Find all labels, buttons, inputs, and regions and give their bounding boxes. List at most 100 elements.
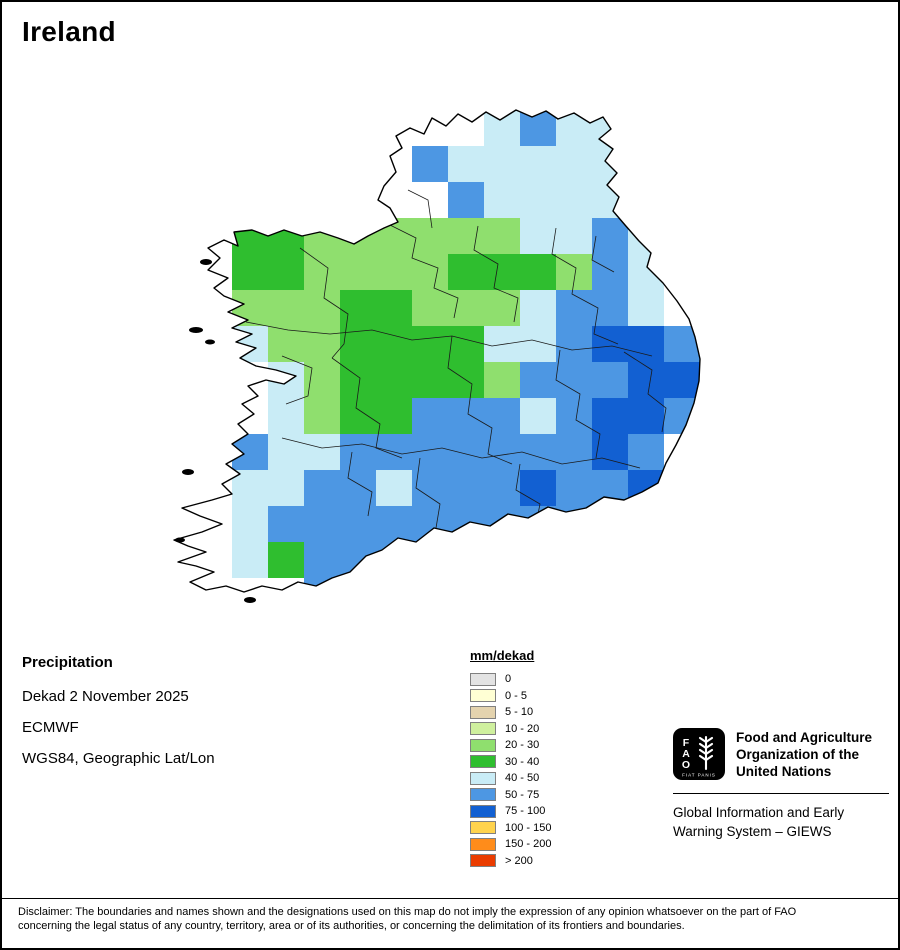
raster-cell — [556, 470, 592, 506]
disclaimer-line: Disclaimer: The boundaries and names sho… — [18, 906, 797, 918]
raster-cell — [448, 398, 484, 434]
legend-label: 0 — [505, 673, 512, 686]
raster-cell — [664, 398, 700, 434]
legend-label: 100 - 150 — [505, 821, 552, 834]
legend-label: 30 - 40 — [505, 755, 540, 768]
raster-cell — [520, 218, 556, 254]
raster-cell — [592, 326, 628, 362]
raster-cell — [556, 362, 592, 398]
raster-cell — [592, 146, 628, 182]
giews-line: Global Information and Early — [673, 805, 845, 820]
raster-cell — [376, 578, 412, 592]
raster-cell — [412, 362, 448, 398]
raster-cell — [304, 542, 340, 578]
legend-label: 0 - 5 — [505, 689, 528, 702]
raster-cell — [268, 362, 304, 398]
raster-cell — [484, 470, 520, 506]
raster-cell — [376, 470, 412, 506]
legend-swatch — [470, 738, 496, 752]
raster-cell — [556, 218, 592, 254]
raster-cell — [448, 254, 484, 290]
raster-cell — [484, 182, 520, 218]
legend-title: mm/dekad — [470, 648, 535, 663]
dekad-label: Dekad 2 November 2025 — [22, 688, 189, 705]
disclaimer: Disclaimer: The boundaries and names sho… — [18, 905, 886, 933]
raster-cell — [232, 218, 268, 254]
raster-cell — [520, 362, 556, 398]
raster-cell — [520, 470, 556, 506]
raster-cell — [448, 470, 484, 506]
fao-logo-letter-o: O — [682, 759, 690, 771]
raster-cell — [232, 506, 268, 542]
fao-name-line: United Nations — [736, 763, 832, 779]
raster-cell — [520, 182, 556, 218]
fao-logo-letter-f: F — [683, 737, 690, 749]
raster-cell — [340, 470, 376, 506]
legend-swatch — [470, 788, 496, 802]
raster-cell — [304, 218, 340, 254]
raster-cell — [340, 398, 376, 434]
legend-label: 75 - 100 — [505, 805, 546, 818]
legend-label: 50 - 75 — [505, 788, 540, 801]
raster-cell — [484, 362, 520, 398]
raster-cell — [232, 542, 268, 578]
raster-cell — [484, 254, 520, 290]
raster-cell — [340, 218, 376, 254]
raster-cell — [628, 470, 664, 506]
legend-swatch — [470, 837, 496, 851]
raster-cell — [520, 146, 556, 182]
raster-cell — [484, 434, 520, 470]
raster-cell — [664, 326, 700, 362]
county-boundaries — [245, 189, 667, 529]
raster-cell — [520, 290, 556, 326]
fao-name-line: Organization of the — [736, 746, 859, 762]
fao-logo: F A O FIAT PANIS — [673, 728, 725, 780]
raster-cell — [448, 182, 484, 218]
legend-swatch — [470, 854, 496, 868]
raster-cell — [484, 326, 520, 362]
raster-cell — [268, 254, 304, 290]
legend-item: > 200 — [470, 853, 551, 870]
fao-block: F A O FIAT PANIS Food and Agriculture Or… — [673, 728, 889, 841]
raster-cell — [376, 254, 412, 290]
raster-cell — [268, 434, 304, 470]
fao-name-line: Food and Agriculture — [736, 729, 872, 745]
precipitation-raster — [232, 110, 700, 592]
raster-cell — [592, 506, 628, 542]
raster-cell — [304, 434, 340, 470]
raster-cell — [304, 398, 340, 434]
fao-motto: FIAT PANIS — [682, 773, 716, 778]
giews-label: Global Information and Early Warning Sys… — [673, 803, 889, 841]
raster-cell — [268, 398, 304, 434]
raster-cell — [340, 290, 376, 326]
raster-cell — [448, 542, 484, 578]
raster-cell — [232, 254, 268, 290]
raster-cell — [592, 218, 628, 254]
raster-cell — [304, 362, 340, 398]
raster-cell — [376, 398, 412, 434]
raster-cell — [412, 218, 448, 254]
raster-cell — [340, 254, 376, 290]
raster-cell — [376, 290, 412, 326]
raster-cell — [448, 434, 484, 470]
raster-cell — [268, 326, 304, 362]
raster-cell — [412, 542, 448, 578]
raster-cell — [232, 326, 268, 362]
legend-swatch — [470, 705, 496, 719]
raster-cell — [304, 470, 340, 506]
legend-item: 0 - 5 — [470, 688, 551, 705]
raster-cell — [340, 506, 376, 542]
legend-label: 5 - 10 — [505, 706, 534, 719]
projection-label: WGS84, Geographic Lat/Lon — [22, 750, 215, 767]
raster-cell — [448, 326, 484, 362]
raster-cell — [412, 290, 448, 326]
raster-cell — [628, 326, 664, 362]
raster-cell — [484, 110, 520, 146]
legend-swatch — [470, 722, 496, 736]
legend-label: 150 - 200 — [505, 838, 552, 851]
raster-cell — [340, 542, 376, 578]
raster-cell — [592, 362, 628, 398]
legend-swatch — [470, 672, 496, 686]
legend-swatch — [470, 771, 496, 785]
